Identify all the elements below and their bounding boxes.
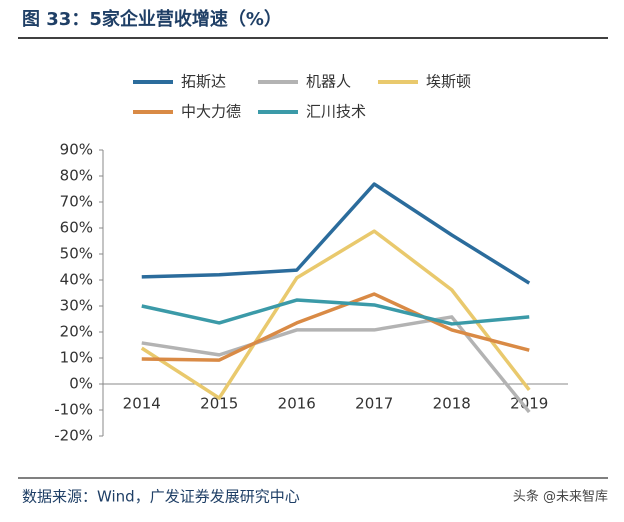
series-line <box>141 292 530 362</box>
chart-title: 图 33：5家企业营收增速（%） <box>22 8 282 30</box>
source-note: 数据来源：Wind，广发证券发展研究中心 <box>22 488 300 506</box>
x-tick-label: 2016 <box>278 395 316 413</box>
x-tick-label: 2015 <box>200 395 238 413</box>
y-tick-label: 10% <box>60 349 93 367</box>
legend-label: 机器人 <box>306 73 351 91</box>
legend-label: 汇川技术 <box>306 103 366 121</box>
y-tick-label: 20% <box>60 323 93 341</box>
watermark: 头条 @未来智库 <box>513 489 608 505</box>
series-line <box>141 182 531 285</box>
y-tick-label: 0% <box>69 375 93 393</box>
series-line <box>141 298 530 326</box>
x-tick-label: 2017 <box>355 395 393 413</box>
y-tick-label: 60% <box>60 219 93 237</box>
y-tick-label: -20% <box>54 427 93 445</box>
legend-label: 中大力德 <box>181 103 241 121</box>
series-line <box>140 229 531 400</box>
x-tick-label: 2018 <box>433 395 471 413</box>
y-tick-label: -10% <box>54 401 93 419</box>
x-tick-label: 2014 <box>123 395 161 413</box>
y-tick-label: 40% <box>60 271 93 289</box>
legend-label: 埃斯顿 <box>426 73 471 91</box>
y-tick-label: 90% <box>60 141 93 159</box>
y-tick-label: 50% <box>60 245 93 263</box>
y-tick-label: 30% <box>60 297 93 315</box>
legend-label: 拓斯达 <box>181 73 226 91</box>
y-tick-label: 80% <box>60 167 93 185</box>
y-tick-label: 70% <box>60 193 93 211</box>
